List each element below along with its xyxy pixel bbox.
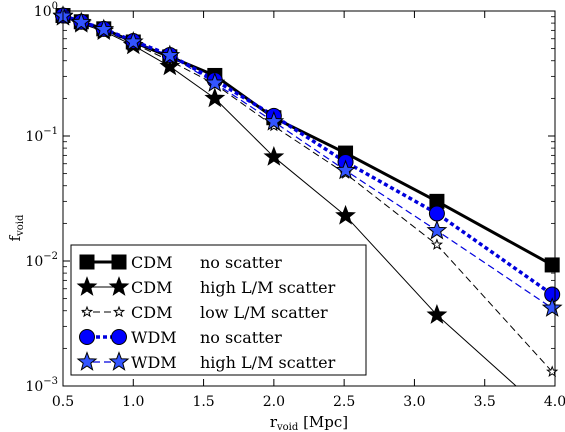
data-point-cdm_no	[544, 257, 560, 273]
data-point-cdm_high	[426, 304, 448, 324]
legend-marker-wdm_no	[111, 329, 127, 345]
legend-marker-cdm_low	[112, 305, 126, 318]
data-point-cdm_high	[204, 87, 226, 108]
legend-label-desc: high L/M scatter	[200, 278, 336, 297]
legend-label-desc: no scatter	[200, 328, 282, 347]
data-point-wdm_high	[426, 219, 448, 240]
y-axis-label: fvoid	[6, 214, 26, 241]
marker-layer	[52, 5, 563, 377]
legend-label-model: CDM	[131, 303, 172, 322]
data-point-wdm_high	[159, 44, 181, 65]
legend-label-desc: low L/M scatter	[200, 303, 328, 322]
legend-label-desc: no scatter	[200, 253, 282, 272]
data-point-wdm_no	[428, 205, 445, 222]
series-line-wdm_high	[63, 15, 553, 309]
y-tick-label: 100	[34, 1, 58, 20]
data-point-wdm_high	[93, 18, 115, 39]
x-axis-label: rvoid [Mpc]	[270, 413, 348, 432]
x-tick-label: 1.0	[122, 394, 144, 410]
data-point-wdm_high	[541, 297, 563, 317]
x-tick-label: 1.5	[192, 394, 214, 410]
legend: CDM no scatter CDM high L/M scatter CDM low L…	[70, 244, 367, 376]
axis-ticks: 0.5 1.0 1.5 2.0 2.5 3.0 3.5 4.0 100 10−1 10−2 10−3	[25, 1, 565, 410]
x-tick-label: 3.5	[474, 394, 496, 410]
legend-label-model: CDM	[131, 278, 172, 297]
legend-label-model: WDM	[131, 353, 177, 372]
legend-marker-cdm_high	[108, 276, 130, 296]
y-tick-label: 10−3	[25, 376, 58, 395]
data-point-cdm_high	[335, 204, 356, 225]
plot-frame	[62, 10, 556, 387]
data-point-wdm_high	[70, 11, 92, 32]
series-layer	[63, 13, 554, 386]
legend-label-model: WDM	[131, 328, 177, 347]
legend-marker-cdm_low	[80, 305, 94, 318]
data-point-cdm_high	[159, 55, 181, 76]
legend-label-model: CDM	[131, 253, 172, 272]
data-point-wdm_high	[335, 159, 356, 180]
data-point-cdm_high	[263, 146, 285, 166]
series-line-cdm_high	[63, 16, 517, 386]
legend-marker-wdm_high	[108, 351, 130, 371]
x-tick-label: 3.0	[403, 394, 425, 410]
series-line-wdm_no	[63, 13, 554, 296]
x-tick-label: 0.5	[52, 394, 74, 410]
legend-label-desc: high L/M scatter	[200, 353, 336, 372]
legend-marker-wdm_high	[76, 351, 98, 371]
data-point-cdm_low	[546, 365, 559, 377]
data-point-cdm_low	[430, 238, 444, 250]
data-point-wdm_high	[204, 72, 226, 92]
x-tick-label: 4.0	[544, 394, 565, 410]
y-tick-label: 10−1	[25, 126, 58, 145]
x-tick-label: 2.0	[263, 394, 285, 410]
x-tick-label: 2.5	[333, 394, 355, 410]
legend-marker-cdm_no	[111, 254, 127, 270]
legend-marker-cdm_high	[76, 276, 98, 296]
legend-marker-cdm_no	[79, 254, 95, 270]
data-point-wdm_high	[263, 110, 285, 131]
y-tick-label: 10−2	[25, 251, 58, 270]
data-point-wdm_high	[122, 31, 144, 51]
legend-marker-wdm_no	[79, 329, 95, 345]
